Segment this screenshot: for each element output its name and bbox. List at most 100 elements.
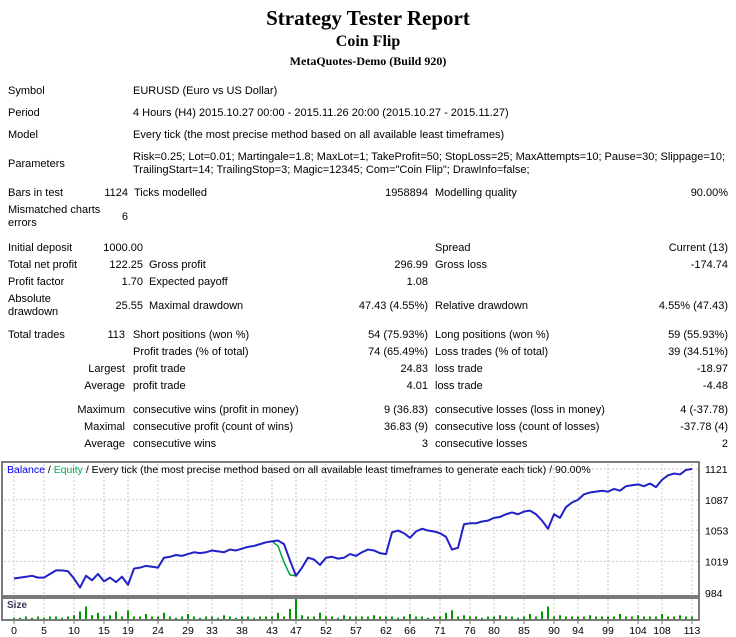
results-table: Initial deposit 1000.00 Spread Current (… [8, 240, 728, 321]
y-tick-label: 1087 [705, 495, 729, 507]
label-cell: profit trade [133, 380, 186, 392]
value-cell: Maximum [77, 404, 125, 416]
label-cell: consecutive wins [133, 438, 217, 450]
value-cell: 25.55 [115, 299, 143, 312]
table-row: Period 4 Hours (H4) 2015.10.27 00:00 - 2… [8, 103, 728, 125]
legend-separator: / [82, 464, 92, 476]
label-cell [8, 378, 70, 395]
label-cell: Model [8, 129, 38, 141]
trades-table: Total trades 113 Short positions (won %)… [8, 327, 728, 453]
value-cell: 1958894 [385, 187, 428, 199]
label-cell: consecutive profit (count of wins) [133, 421, 294, 433]
x-tick-label: 19 [122, 625, 134, 637]
label-cell [428, 202, 563, 232]
gridlines [4, 464, 698, 624]
size-plot-border [1, 597, 700, 621]
value-cell: 39 (34.51%) [668, 346, 728, 358]
x-tick-label: 76 [464, 625, 476, 637]
value-cell [563, 202, 728, 232]
x-tick-label: 99 [602, 625, 614, 637]
label-cell [8, 361, 70, 378]
x-tick-label: 33 [206, 625, 218, 637]
y-tick-label: 1053 [705, 526, 729, 538]
label-cell: Spread [435, 242, 471, 254]
balance-chart-panel: 0 5 10 15 19 24 29 33 38 43 47 52 57 62 66 71 76 80 85 90 94… [0, 461, 736, 637]
label-cell [8, 395, 70, 419]
value-cell: Average [84, 380, 125, 392]
value-cell [70, 344, 125, 361]
x-tick-label: 43 [266, 625, 278, 637]
value-cell: Current (13) [668, 242, 728, 254]
legend-equity-label: Equity [53, 464, 83, 476]
table-row: Total net profit 122.25 Gross profit 296… [8, 257, 728, 274]
table-row: Initial deposit 1000.00 Spread Current (… [8, 240, 728, 257]
y-tick-label: 1121 [705, 464, 728, 476]
label-cell: Maximal drawdown [149, 299, 244, 312]
label-cell: Gross profit [149, 259, 206, 271]
x-tick-label: 10 [68, 625, 80, 637]
table-row: Mismatched charts errors 6 [8, 202, 728, 232]
value-cell: -174.74 [690, 259, 728, 271]
label-cell [8, 344, 70, 361]
main-plot-border [1, 461, 700, 597]
report-header: Strategy Tester Report Coin Flip MetaQuo… [0, 6, 736, 68]
label-cell: consecutive losses [435, 438, 528, 450]
label-cell: Loss trades (% of total) [435, 346, 549, 358]
strategy-name: Coin Flip [335, 33, 401, 50]
label-cell: loss trade [435, 380, 483, 392]
x-tick-label: 108 [653, 625, 671, 637]
label-cell: Short positions (won %) [133, 329, 250, 341]
table-row: Bars in test 1124 Ticks modelled 1958894… [8, 185, 728, 202]
value-cell: 6 [121, 210, 128, 223]
value-cell: 9 (36.83) [383, 404, 428, 416]
x-tick-label: 80 [488, 625, 500, 637]
x-tick-label: 71 [434, 625, 446, 637]
server-build: MetaQuotes-Demo (Build 920) [289, 54, 447, 68]
x-tick-label: 5 [41, 625, 47, 637]
chart-description: Every tick (the most precise method base… [91, 464, 591, 476]
label-cell: Bars in test [8, 187, 64, 199]
table-row: Parameters Risk=0.25; Lot=0.01; Martinga… [8, 147, 728, 182]
x-tick-label: 47 [290, 625, 302, 637]
x-tick-label: 24 [152, 625, 164, 637]
label-cell: Profit factor [8, 276, 65, 288]
y-tick-label: 984 [705, 588, 723, 600]
label-cell [8, 436, 70, 453]
table-row: Total trades 113 Short positions (won %)… [8, 327, 728, 344]
value-cell: Largest [88, 363, 125, 375]
x-tick-label: 57 [350, 625, 362, 637]
label-cell: Total trades [8, 329, 65, 341]
value-cell: 113 [107, 329, 125, 341]
value-cell: 4.01 [406, 380, 428, 392]
label-cell [428, 274, 563, 291]
value-cell: Risk=0.25; Lot=0.01; Martingale=1.8; Max… [133, 151, 726, 176]
value-cell: Every tick (the most precise method base… [133, 129, 505, 141]
table-row: Maximum consecutive wins (profit in mone… [8, 395, 728, 419]
value-cell: 296.99 [394, 259, 428, 271]
value-cell: 59 (55.93%) [668, 329, 728, 341]
label-cell: consecutive wins (profit in money) [133, 404, 299, 416]
page-title: Strategy Tester Report [266, 6, 470, 30]
value-cell: -4.48 [702, 380, 728, 392]
label-cell [8, 419, 70, 436]
equity-balance-chart: 0 5 10 15 19 24 29 33 38 43 47 52 57 62 66 71 76 80 85 90 94… [1, 461, 729, 637]
table-row: Model Every tick (the most precise metho… [8, 125, 728, 147]
label-cell: Profit trades (% of total) [133, 346, 249, 358]
value-cell: 54 (75.93%) [368, 329, 428, 341]
value-cell: 74 (65.49%) [368, 346, 428, 358]
value-cell: -37.78 (4) [680, 421, 728, 433]
value-cell: 24.83 [400, 363, 428, 375]
label-cell: consecutive loss (count of losses) [435, 421, 600, 433]
label-cell: Ticks modelled [134, 187, 207, 199]
value-cell: 4 (-37.78) [680, 404, 728, 416]
value-cell: 3 [421, 438, 428, 450]
size-panel-label: Size [7, 600, 28, 611]
value-cell: 4.55% (47.43) [658, 299, 728, 312]
test-info-table: Symbol EURUSD (Euro vs US Dollar) Period… [8, 81, 728, 182]
label-cell: Expected payoff [149, 276, 228, 288]
table-row: Maximal consecutive profit (count of win… [8, 419, 728, 436]
trade-size-bars [13, 599, 693, 619]
x-tick-label: 0 [11, 625, 17, 637]
y-tick-label: 1019 [705, 556, 729, 568]
x-tick-label: 85 [518, 625, 530, 637]
